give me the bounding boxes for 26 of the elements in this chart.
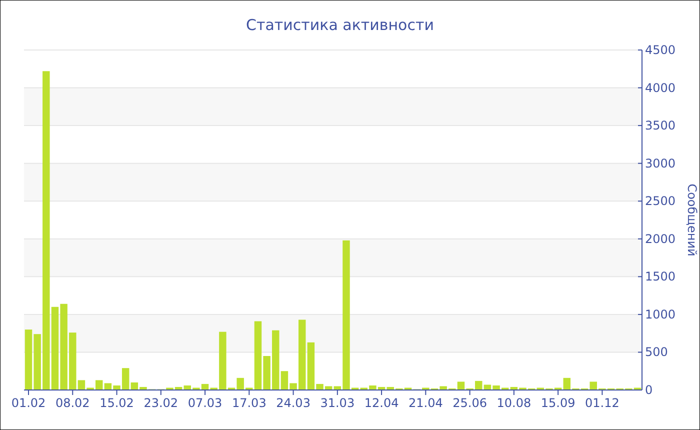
x-tick-label: 10.08 <box>496 396 532 410</box>
x-tick-label: 07.03 <box>188 396 222 410</box>
x-tick-label: 31.03 <box>320 396 355 410</box>
y-tick-label: 3000 <box>645 156 676 170</box>
x-tick-label: 25.06 <box>452 396 487 410</box>
y-tick-label: 4000 <box>645 80 676 95</box>
x-tick-label: 01.02 <box>11 396 46 410</box>
x-tick-label: 01.12 <box>585 396 620 410</box>
x-tick-label: 17.03 <box>232 396 266 410</box>
x-tick-label: 21.04 <box>408 396 443 410</box>
y-tick-label: 4500 <box>645 43 676 57</box>
y-tick-label: 500 <box>645 345 668 360</box>
y-tick-label: 2500 <box>645 194 676 208</box>
y-tick-label: 1500 <box>645 270 676 284</box>
y-tick-label: 1000 <box>645 307 676 322</box>
x-tick-label: 24.03 <box>276 396 310 410</box>
y-tick-label: 0 <box>645 383 653 397</box>
y-tick-label: 2000 <box>645 232 676 246</box>
y-axis-title: Сообщений <box>685 184 699 256</box>
x-tick-label: 08.02 <box>55 396 90 410</box>
x-tick-label: 23.02 <box>144 396 178 410</box>
x-tick-label: 12.04 <box>364 396 399 410</box>
y-tick-label: 3500 <box>645 118 676 133</box>
chart-title: Статистика активности <box>246 16 434 34</box>
x-tick-label: 15.02 <box>100 396 134 410</box>
x-tick-label: 15.09 <box>540 396 576 410</box>
